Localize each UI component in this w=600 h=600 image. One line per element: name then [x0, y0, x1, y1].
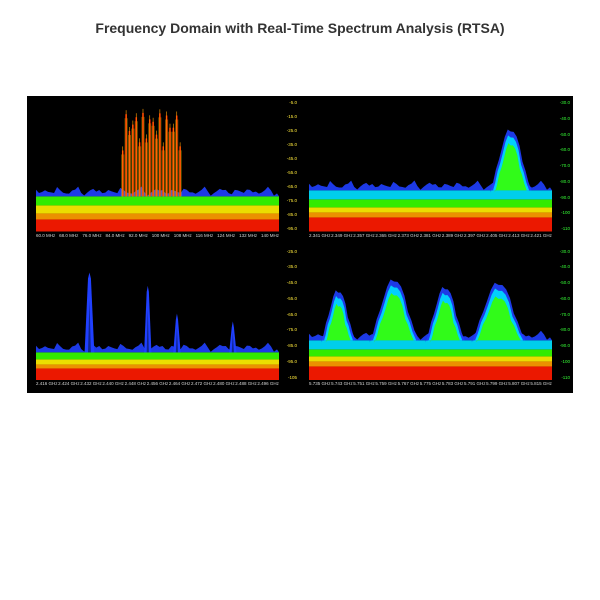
y-axis: -30.0 -40.0 -50.0 -60.0 -70.0 -80.0 -90.0 -100 -…: [552, 101, 570, 232]
x-tick-label: 2.381 GHz: [420, 233, 442, 243]
y-axis: -5.0 -15.0 -25.0 -35.0 -45.0 -55.0 -65.0 -75.0 -…: [279, 101, 297, 232]
y-tick-label: -95.0: [279, 227, 297, 232]
y-tick-label: -70.0: [552, 164, 570, 169]
y-tick-label: -65.0: [279, 185, 297, 190]
x-tick-label: 2.448 GHz: [125, 381, 147, 391]
x-axis: 60.0 MHz 68.0 MHz 76.0 MHz 84.0 MHz 92.0 MHz…: [36, 233, 279, 243]
y-tick-label: -35.0: [279, 143, 297, 148]
x-tick-label: 68.0 MHz: [59, 233, 78, 243]
y-tick-label: -55.0: [279, 171, 297, 176]
y-tick-label: -50.0: [552, 281, 570, 286]
y-axis: -25.0 -35.0 -45.0 -55.0 -65.0 -75.0 -85.0 -95.0…: [279, 250, 297, 381]
y-tick-label: -80.0: [552, 328, 570, 333]
x-tick-label: 2.405 GHz: [486, 233, 508, 243]
x-tick-label: 76.0 MHz: [82, 233, 101, 243]
x-tick-label: 5.767 GHz: [398, 381, 420, 391]
x-tick-label: 2.413 GHz: [508, 233, 530, 243]
y-tick-label: -90.0: [552, 344, 570, 349]
y-tick-label: -65.0: [279, 313, 297, 318]
x-axis: 5.735 GHz5.743 GHz5.751 GHz5.759 GHz5.76…: [309, 381, 552, 391]
panel-top-left: -5.0 -15.0 -25.0 -35.0 -45.0 -55.0 -65.0 -75.0 -…: [28, 97, 299, 244]
x-tick-label: 2.341 GHz: [309, 233, 331, 243]
y-tick-label: -45.0: [279, 281, 297, 286]
y-tick-label: -55.0: [279, 297, 297, 302]
x-tick-label: 2.365 GHz: [375, 233, 397, 243]
y-tick-label: -30.0: [552, 250, 570, 255]
y-tick-label: -35.0: [279, 265, 297, 270]
x-tick-label: 2.424 GHz: [58, 381, 80, 391]
y-tick-label: -60.0: [552, 297, 570, 302]
x-tick-label: 2.397 GHz: [464, 233, 486, 243]
panel-bottom-right: -30.0 -40.0 -50.0 -60.0 -70.0 -80.0 -90.0 -100 -…: [301, 246, 572, 393]
y-tick-label: -85.0: [279, 213, 297, 218]
x-tick-label: 5.751 GHz: [353, 381, 375, 391]
x-tick-label: 5.791 GHz: [464, 381, 486, 391]
y-tick-label: -15.0: [279, 115, 297, 120]
x-tick-label: 108 MHz: [174, 233, 192, 243]
panel-top-right: -30.0 -40.0 -50.0 -60.0 -70.0 -80.0 -90.0 -100 -…: [301, 97, 572, 244]
x-tick-label: 84.0 MHz: [105, 233, 124, 243]
y-tick-label: -40.0: [552, 117, 570, 122]
x-tick-label: 2.456 GHz: [147, 381, 169, 391]
x-tick-label: 2.416 GHz: [36, 381, 58, 391]
x-tick-label: 124 MHz: [217, 233, 235, 243]
x-tick-label: 140 MHz: [261, 233, 279, 243]
y-tick-label: -85.0: [279, 344, 297, 349]
y-tick-label: -95.0: [279, 360, 297, 365]
x-tick-label: 2.421 GHz: [530, 233, 552, 243]
x-tick-label: 60.0 MHz: [36, 233, 55, 243]
x-tick-label: 5.743 GHz: [331, 381, 353, 391]
x-tick-label: 2.480 GHz: [213, 381, 235, 391]
x-tick-label: 5.759 GHz: [375, 381, 397, 391]
y-tick-label: -110: [552, 376, 570, 381]
y-axis: -30.0 -40.0 -50.0 -60.0 -70.0 -80.0 -90.0 -100 -…: [552, 250, 570, 381]
x-tick-label: 5.783 GHz: [442, 381, 464, 391]
spectrum-grid: -5.0-15.0-25.0-35.0-45.0-55.0-65.0-75.0-…: [27, 96, 573, 393]
y-tick-label: -110: [552, 227, 570, 232]
x-tick-label: 2.440 GHz: [102, 381, 124, 391]
x-tick-label: 2.472 GHz: [191, 381, 213, 391]
x-tick-label: 5.735 GHz: [309, 381, 331, 391]
x-tick-label: 92.0 MHz: [129, 233, 148, 243]
page-title: Frequency Domain with Real-Time Spectrum…: [0, 0, 600, 96]
y-tick-label: -70.0: [552, 313, 570, 318]
y-tick-label: -105: [279, 376, 297, 381]
y-tick-label: -100: [552, 360, 570, 365]
y-tick-label: -30.0: [552, 101, 570, 106]
y-tick-label: -25.0: [279, 250, 297, 255]
y-tick-label: -100: [552, 211, 570, 216]
x-axis: 2.341 GHz2.349 GHz2.357 GHz2.365 GHz2.37…: [309, 233, 552, 243]
x-tick-label: 2.373 GHz: [398, 233, 420, 243]
y-tick-label: -80.0: [552, 180, 570, 185]
y-tick-label: -25.0: [279, 129, 297, 134]
y-tick-label: -75.0: [279, 328, 297, 333]
x-tick-label: 116 MHz: [196, 233, 214, 243]
x-tick-label: 2.464 GHz: [169, 381, 191, 391]
x-tick-label: 2.349 GHz: [331, 233, 353, 243]
y-tick-label: -40.0: [552, 265, 570, 270]
y-tick-label: -5.0: [279, 101, 297, 106]
x-tick-label: 5.775 GHz: [420, 381, 442, 391]
x-tick-label: 2.357 GHz: [353, 233, 375, 243]
x-tick-label: 2.496 GHz: [257, 381, 279, 391]
x-axis: 2.416 GHz2.424 GHz2.432 GHz2.440 GHz2.44…: [36, 381, 279, 391]
x-tick-label: 132 MHz: [239, 233, 257, 243]
x-tick-label: 5.799 GHz: [486, 381, 508, 391]
y-tick-label: -90.0: [552, 196, 570, 201]
y-tick-label: -60.0: [552, 148, 570, 153]
x-tick-label: 2.389 GHz: [442, 233, 464, 243]
x-tick-label: 5.807 GHz: [508, 381, 530, 391]
x-tick-label: 2.488 GHz: [235, 381, 257, 391]
y-tick-label: -75.0: [279, 199, 297, 204]
panel-bottom-left: -25.0 -35.0 -45.0 -55.0 -65.0 -75.0 -85.0 -95.0…: [28, 246, 299, 393]
x-tick-label: 5.815 GHz: [530, 381, 552, 391]
y-tick-label: -50.0: [552, 133, 570, 138]
x-tick-label: 100 MHz: [152, 233, 170, 243]
y-tick-label: -45.0: [279, 157, 297, 162]
x-tick-label: 2.432 GHz: [80, 381, 102, 391]
